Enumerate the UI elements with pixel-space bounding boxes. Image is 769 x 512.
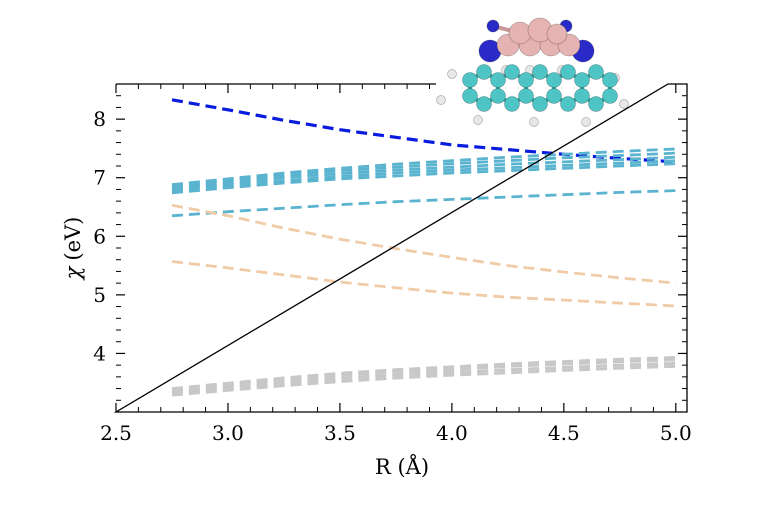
x-tick-label: 4.0 <box>436 421 468 445</box>
plot-frame <box>113 83 688 413</box>
carbon-atom <box>574 88 590 104</box>
carbon-atom <box>602 72 618 88</box>
x-tick-label: 4.5 <box>548 421 580 445</box>
x-tick-label: 3.0 <box>212 421 244 445</box>
plot-area <box>171 98 676 397</box>
y-tick-label: 5 <box>93 283 106 307</box>
series-line-8 <box>171 203 676 285</box>
carbon-atom <box>476 64 492 80</box>
carbon-atom <box>462 72 478 88</box>
y-axis-label: χ (eV) <box>61 217 85 282</box>
carbon-atom <box>560 96 576 112</box>
carbon-atom <box>476 96 492 112</box>
molecular-structure-inset <box>430 10 670 128</box>
carbon-atom <box>574 72 590 88</box>
dimer-atom <box>486 19 500 33</box>
y-tick-label: 4 <box>93 341 106 365</box>
hydrogen-atom <box>436 95 446 105</box>
y-tick-label: 7 <box>93 166 106 190</box>
carbon-atom <box>504 96 520 112</box>
hydrogen-atom <box>447 69 457 79</box>
carbon-atom <box>490 72 506 88</box>
carbon-atom <box>462 88 478 104</box>
carbon-atom <box>588 64 604 80</box>
carbon-atom <box>532 96 548 112</box>
axes: 2.5 3.0 3.5 4.0 4.5 5.0 4 5 6 7 8 <box>93 83 692 445</box>
carbon-atom <box>518 88 534 104</box>
carbon-atom <box>560 64 576 80</box>
y-axis-unit: (eV) <box>61 217 85 261</box>
dimer-atom <box>546 23 568 45</box>
carbon-atom <box>490 88 506 104</box>
y-tick-label: 6 <box>93 224 106 248</box>
carbon-atom <box>518 72 534 88</box>
x-tick-label: 2.5 <box>100 421 132 445</box>
hydrogen-atom <box>581 117 591 127</box>
carbon-atom <box>504 64 520 80</box>
hydrogen-atom <box>473 115 483 125</box>
dimer-atom <box>508 21 532 45</box>
hydrogen-atom <box>619 99 629 109</box>
hydrogen-atom <box>529 117 539 127</box>
carbon-atom <box>546 88 562 104</box>
series-line-1 <box>171 98 676 164</box>
carbon-atom <box>602 88 618 104</box>
series-line-7 <box>171 189 676 218</box>
series-line-9 <box>171 260 676 308</box>
x-axis-label: R (Å) <box>375 454 429 479</box>
y-axis-symbol: χ <box>61 265 85 281</box>
x-tick-label: 3.5 <box>324 421 356 445</box>
y-tick-label: 8 <box>93 107 106 131</box>
x-tick-label: 5.0 <box>660 421 692 445</box>
carbon-atom <box>588 96 604 112</box>
carbon-atom <box>546 72 562 88</box>
carbon-atom <box>532 64 548 80</box>
